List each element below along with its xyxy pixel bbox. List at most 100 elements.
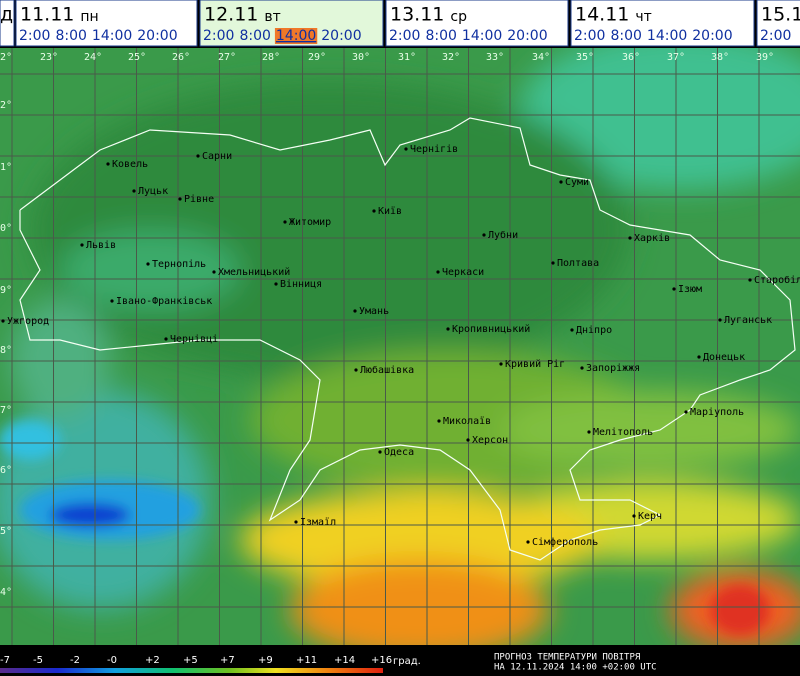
time-link[interactable]: 20:00	[692, 28, 732, 44]
latitude-label: 8°	[0, 345, 12, 356]
day-tab[interactable]	[570, 0, 755, 47]
city-dot	[110, 299, 114, 303]
city-dot	[378, 450, 382, 454]
time-link[interactable]: 8:00	[425, 28, 456, 44]
city-label: Старобільськ	[754, 274, 800, 286]
longitude-label: 32°	[442, 52, 460, 63]
city-label: Житомир	[289, 217, 331, 228]
time-link[interactable]: 14:00	[462, 28, 502, 44]
city-dot	[632, 514, 636, 518]
latitude-label: 4°	[0, 587, 12, 598]
time-link[interactable]: 2:00	[574, 28, 605, 44]
time-link[interactable]: 20:00	[321, 28, 361, 44]
city-label: Умань	[359, 306, 389, 317]
city-label: Кропивницький	[452, 323, 530, 335]
city-dot	[196, 154, 200, 158]
color-scale	[0, 668, 383, 673]
city-dot	[551, 261, 555, 265]
city-label: Кривий Ріг	[505, 358, 565, 370]
city-dot	[628, 236, 632, 240]
time-link[interactable]: 14:00	[92, 28, 132, 44]
city-label: Дніпро	[576, 324, 612, 336]
longitude-label: 27°	[218, 52, 236, 63]
city-label: Запоріжжя	[586, 362, 640, 374]
longitude-label: 33°	[486, 52, 504, 63]
city-dot	[466, 438, 470, 442]
city-dot	[672, 287, 676, 291]
legend-tick: +9	[258, 655, 273, 666]
time-link[interactable]: 14:00	[647, 28, 687, 44]
legend-tick: +16	[371, 655, 392, 666]
legend-tick: -0	[107, 655, 117, 666]
city-label: Херсон	[472, 435, 508, 446]
city-dot	[499, 362, 503, 366]
time-link[interactable]: 2:00	[203, 28, 234, 44]
latitude-label: 6°	[0, 465, 12, 476]
time-link[interactable]: 20:00	[137, 28, 177, 44]
city-label: Луцьк	[138, 186, 168, 197]
city-dot	[697, 355, 701, 359]
city-dot	[570, 328, 574, 332]
city-label: Тернопіль	[152, 258, 206, 270]
tab-weekday: чт	[635, 9, 651, 25]
city-label: Івано-Франківськ	[116, 295, 212, 307]
legend-tick: +2	[145, 655, 160, 666]
city-label: Львів	[86, 239, 116, 251]
city-dot	[106, 162, 110, 166]
time-link[interactable]: 8:00	[55, 28, 86, 44]
longitude-label: 30°	[352, 52, 370, 63]
longitude-label: 35°	[576, 52, 594, 63]
city-label: Черкаси	[442, 267, 484, 278]
day-tab[interactable]	[385, 0, 569, 47]
city-label: Сарни	[202, 151, 232, 162]
legend-unit: град.	[393, 656, 421, 667]
city-dot	[353, 309, 357, 313]
tab-date: 11.11	[20, 4, 74, 26]
day-tab[interactable]	[756, 0, 800, 47]
legend-tick: -5	[33, 655, 43, 666]
city-dot	[446, 327, 450, 331]
selected-time	[274, 28, 318, 44]
city-dot	[748, 278, 752, 282]
city-label: Ковель	[112, 159, 148, 170]
city-dot	[559, 180, 563, 184]
city-dot	[212, 270, 216, 274]
time-link[interactable]: 2:00	[389, 28, 420, 44]
legend-tick: +5	[183, 655, 198, 666]
city-label: Хмельницький	[218, 266, 290, 278]
day-tab[interactable]	[15, 0, 198, 47]
city-dot	[718, 318, 722, 322]
city-dot	[372, 209, 376, 213]
city-label: Чернігів	[410, 143, 458, 155]
tab	[0, 0, 15, 47]
city-label: Ужгород	[7, 316, 49, 327]
tab-weekday: ср	[450, 9, 467, 25]
legend-tick: -7	[0, 655, 10, 666]
city-dot	[146, 262, 150, 266]
city-label: Лубни	[488, 229, 518, 241]
city-dot	[164, 337, 168, 341]
footer-title: ПРОГНОЗ ТЕМПЕРАТУРИ ПОВІТРЯ	[494, 653, 640, 663]
time-link[interactable]: 8:00	[610, 28, 641, 44]
city-dot	[404, 147, 408, 151]
time-link[interactable]: 2:00	[760, 28, 791, 44]
longitude-label: 29°	[308, 52, 326, 63]
legend-tick: +11	[296, 655, 317, 666]
footer-time: НА 12.11.2024 14:00 +02:00 UTC	[494, 663, 657, 673]
tab-date: 14.11	[575, 4, 629, 26]
longitude-label: 2°	[0, 52, 12, 63]
city-label: Любашівка	[360, 364, 414, 376]
longitude-label: 28°	[262, 52, 280, 63]
latitude-label: 5°	[0, 526, 12, 537]
longitude-label: 38°	[711, 52, 729, 63]
latitude-label: 2°	[0, 100, 12, 111]
time-link[interactable]: 14:00	[276, 28, 316, 44]
longitude-label: 26°	[172, 52, 190, 63]
city-label: Ізмаїл	[300, 517, 336, 528]
longitude-label: 23°	[40, 52, 58, 63]
time-link[interactable]: 2:00	[19, 28, 50, 44]
city-dot	[587, 430, 591, 434]
time-link[interactable]: 8:00	[239, 28, 270, 44]
time-link[interactable]: 20:00	[507, 28, 547, 44]
